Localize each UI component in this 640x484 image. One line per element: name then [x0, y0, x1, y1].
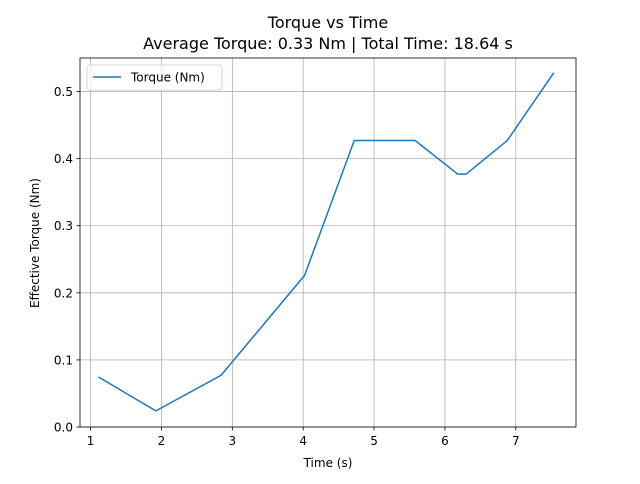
y-tick-label-2: 0.2	[54, 286, 73, 300]
x-tick-label-3: 4	[299, 434, 307, 448]
chart-subtitle: Average Torque: 0.33 Nm | Total Time: 18…	[143, 34, 513, 53]
x-axis-label: Time (s)	[303, 456, 353, 470]
axes-frame	[79, 57, 577, 428]
x-tick-label-6: 7	[512, 434, 520, 448]
x-tick-label-5: 6	[441, 434, 449, 448]
chart-title: Torque vs Time	[267, 13, 388, 32]
axis-ticks: 1 2 3 4 5 6 7 0.0 0.1 0.2 0.3 0.4 0.5	[54, 85, 520, 448]
x-tick-label-2: 3	[229, 434, 237, 448]
x-tick-label-1: 2	[158, 434, 166, 448]
y-tick-label-0: 0.0	[54, 421, 73, 435]
series-line-0	[98, 72, 555, 412]
y-tick-label-1: 0.1	[54, 353, 73, 367]
legend: Torque (Nm)	[86, 64, 223, 91]
y-tick-label-3: 0.3	[54, 219, 73, 233]
x-tick-label-0: 1	[87, 434, 95, 448]
legend-box	[86, 64, 223, 91]
y-tick-label-5: 0.5	[54, 85, 73, 99]
legend-label-0: Torque (Nm)	[130, 71, 205, 85]
y-axis-label: Effective Torque (Nm)	[28, 178, 42, 308]
plot-area	[79, 57, 577, 428]
x-tick-label-4: 5	[370, 434, 378, 448]
y-tick-label-4: 0.4	[54, 152, 73, 166]
